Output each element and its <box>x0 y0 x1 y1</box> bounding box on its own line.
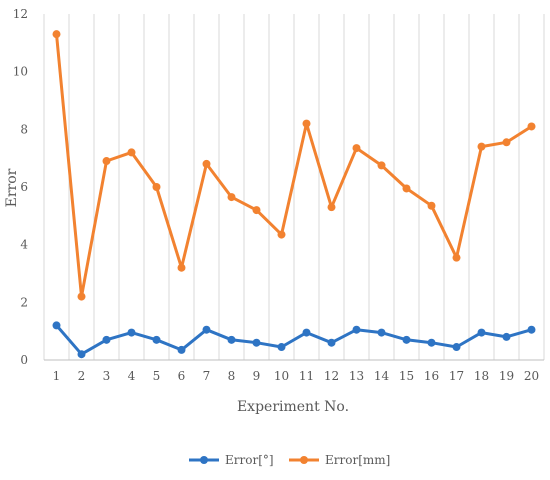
y-tick-label: 12 <box>13 7 28 21</box>
data-point <box>252 206 261 215</box>
data-point <box>102 335 111 344</box>
data-point <box>177 345 186 354</box>
data-point <box>102 157 111 166</box>
legend: Error[°] Error[mm] <box>189 453 390 467</box>
y-tick-label: 10 <box>13 65 28 79</box>
data-point <box>177 263 186 272</box>
x-tick-label: 17 <box>449 369 464 383</box>
data-point <box>352 325 361 334</box>
x-tick-label: 15 <box>399 369 414 383</box>
data-point <box>427 201 436 210</box>
data-point <box>302 119 311 128</box>
series-2 <box>52 30 536 301</box>
data-point <box>152 183 161 191</box>
data-point <box>477 142 486 151</box>
y-axis-title: Error <box>4 168 20 207</box>
data-point <box>477 328 486 337</box>
x-tick-label: 16 <box>424 369 439 383</box>
data-point <box>377 328 386 337</box>
y-tick-label: 8 <box>20 122 28 136</box>
data-point <box>227 193 236 202</box>
data-point <box>402 335 411 344</box>
x-tick-label: 7 <box>203 369 211 383</box>
data-point <box>52 321 61 330</box>
data-point <box>252 338 261 347</box>
data-point <box>502 138 511 147</box>
x-tick-label: 3 <box>103 369 111 383</box>
series <box>52 30 536 359</box>
data-point <box>302 328 311 337</box>
data-point <box>77 292 86 301</box>
legend-item: Error[mm] <box>289 453 390 467</box>
x-tick-label: 13 <box>349 369 364 383</box>
legend-item: Error[°] <box>189 453 274 467</box>
data-point <box>352 144 361 153</box>
y-tick-label: 2 <box>20 295 28 309</box>
series-1 <box>52 321 536 359</box>
data-point <box>377 161 386 170</box>
legend-label: Error[mm] <box>325 453 390 467</box>
data-point <box>427 338 436 347</box>
x-tick-label: 1 <box>53 369 61 383</box>
gridlines <box>43 14 545 360</box>
x-tick-label: 9 <box>253 369 261 383</box>
data-point <box>77 350 86 359</box>
y-tick-label: 0 <box>20 353 28 367</box>
data-point <box>277 230 286 239</box>
data-point <box>527 122 536 131</box>
data-point <box>127 328 136 337</box>
x-tick-label: 19 <box>499 369 514 383</box>
x-tick-label: 12 <box>324 369 339 383</box>
data-point <box>327 338 336 347</box>
data-point <box>527 325 536 334</box>
x-tick-label: 5 <box>153 369 161 383</box>
data-point <box>52 30 61 39</box>
y-tick-label: 6 <box>20 180 28 194</box>
legend-marker <box>200 456 208 464</box>
data-point <box>402 184 411 193</box>
data-point <box>452 253 461 262</box>
data-point <box>327 203 336 212</box>
data-point <box>502 332 511 341</box>
data-point <box>227 335 236 344</box>
x-tick-label: 6 <box>178 369 186 383</box>
x-tick-label: 18 <box>474 369 489 383</box>
data-point <box>277 343 286 352</box>
data-point <box>452 343 461 352</box>
x-tick-label: 2 <box>78 369 86 383</box>
x-tick-label: 8 <box>228 369 236 383</box>
series-line <box>55 34 533 299</box>
x-tick-label: 10 <box>274 369 289 383</box>
x-tick-label: 20 <box>524 369 539 383</box>
data-point <box>202 159 211 168</box>
series-line <box>55 324 532 356</box>
data-point <box>152 335 161 344</box>
data-point <box>202 325 211 334</box>
y-tick-label: 4 <box>20 238 28 252</box>
x-tick-label: 4 <box>128 369 136 383</box>
x-tick-label: 14 <box>374 369 390 383</box>
data-point <box>127 148 136 157</box>
legend-label: Error[°] <box>225 453 274 467</box>
x-tick-label: 11 <box>299 369 314 383</box>
x-axis-title: Experiment No. <box>237 399 349 415</box>
legend-marker <box>300 456 308 464</box>
